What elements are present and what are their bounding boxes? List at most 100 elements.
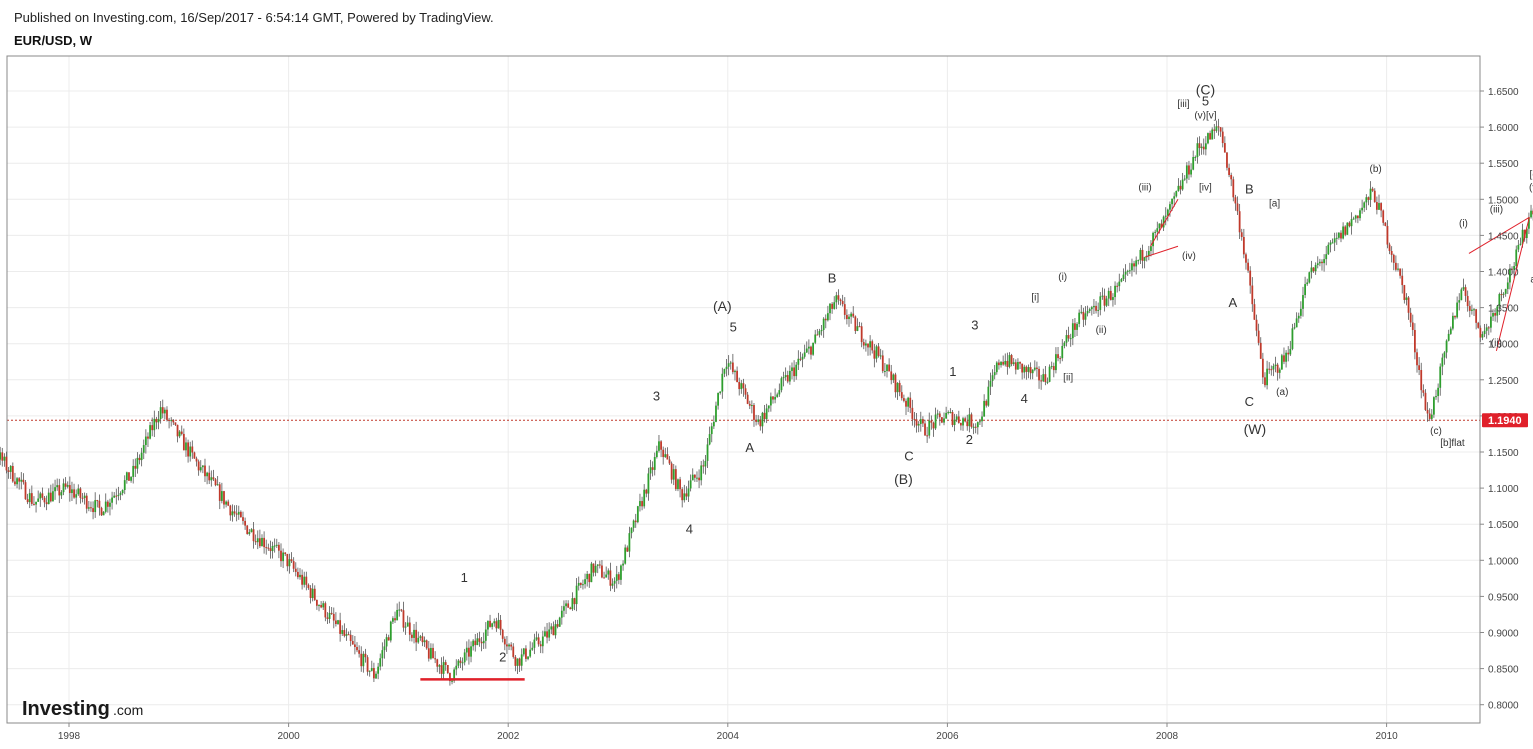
wave-label: A [745,440,754,455]
candle-down [845,314,848,320]
candle-down [772,396,774,400]
wave-label: (v) [1529,183,1533,194]
candle-up [1023,366,1026,373]
candle-up [1181,179,1184,190]
candle-up [643,489,646,507]
candle-down [134,465,137,469]
candle-up [383,646,386,651]
candle-up [491,623,494,627]
candle-down [651,467,654,470]
candle-up [943,418,945,423]
candle-down [296,571,299,578]
candle-down [1006,360,1009,367]
candle-down [193,452,196,459]
candle-up [947,412,950,414]
candle-down [100,507,103,516]
candle-down [1426,409,1429,414]
candle-up [1114,285,1116,298]
candle-up [848,316,850,320]
candle-up [571,598,574,610]
candle-down [1494,313,1497,316]
candle-down [440,665,443,674]
candle-up [1008,355,1011,367]
candle-up [465,647,468,653]
candle-up [575,585,578,605]
candle-up [303,576,306,585]
candle-down [1312,267,1315,272]
candle-down [432,647,434,659]
candle-down [1287,352,1290,355]
candle-up [47,492,50,505]
candle-down [873,350,876,359]
candle-up [1097,309,1100,311]
candle-down [258,538,261,547]
candle-down [49,492,52,502]
candle-up [826,313,829,321]
candle-down [115,495,118,497]
candle-up [132,465,135,477]
candle-down [334,620,337,625]
candle-down [1245,254,1247,263]
candle-down [182,433,185,451]
candle-down [1234,197,1237,204]
candle-up [723,369,726,374]
candle-down [569,607,572,610]
candle-up [1504,289,1507,294]
candle-down [1059,358,1062,360]
candle-up [237,511,240,515]
candle-down [1416,352,1418,366]
candle-up [1196,143,1199,158]
wave-label: [iii] [1177,99,1189,110]
candle-up [879,355,882,357]
candle-down [495,621,498,629]
candle-up [1183,178,1186,180]
candle-up [607,570,610,575]
candle-up [945,412,948,419]
candle-down [254,541,257,543]
candle-down [309,588,312,599]
candle-down [1276,364,1279,373]
candle-up [153,418,156,431]
candle-down [799,358,802,360]
candle-down [58,485,61,496]
candle-down [18,478,21,482]
wave-label: (iv) [1182,251,1196,262]
candle-up [1280,355,1283,370]
candle-up [225,501,227,505]
candle-down [662,449,665,458]
candle-up [1443,352,1446,358]
candle-down [1251,285,1254,305]
candle-up [820,329,823,332]
candle-up [1173,196,1176,199]
candle-down [1344,226,1347,235]
candle-up [250,529,253,533]
wave-label: (ii) [1491,338,1502,349]
candle-up [1517,244,1520,250]
candle-up [206,472,208,477]
candle-up [52,491,54,502]
wave-label: [ii] [1063,373,1073,384]
candle-up [282,552,285,562]
candle-up [113,495,116,498]
candle-up [782,377,785,379]
candle-down [292,561,295,569]
candle-up [995,362,998,373]
candle-down [1217,126,1220,128]
y-tick-label: 1.0000 [1488,556,1519,567]
candle-up [1299,308,1302,316]
candle-down [1038,368,1040,381]
candle-up [1112,297,1114,300]
candle-up [1513,266,1516,270]
candle-up [185,442,187,451]
candle-up [1365,197,1368,203]
candle-down [1247,262,1249,271]
candle-down [1268,368,1271,370]
candle-down [354,644,356,647]
wave-label: 4 [1021,391,1028,406]
candle-up [1118,281,1121,287]
candle-up [1528,217,1530,229]
candle-down [698,477,700,481]
candle-down [1074,323,1076,330]
candle-up [807,346,810,349]
